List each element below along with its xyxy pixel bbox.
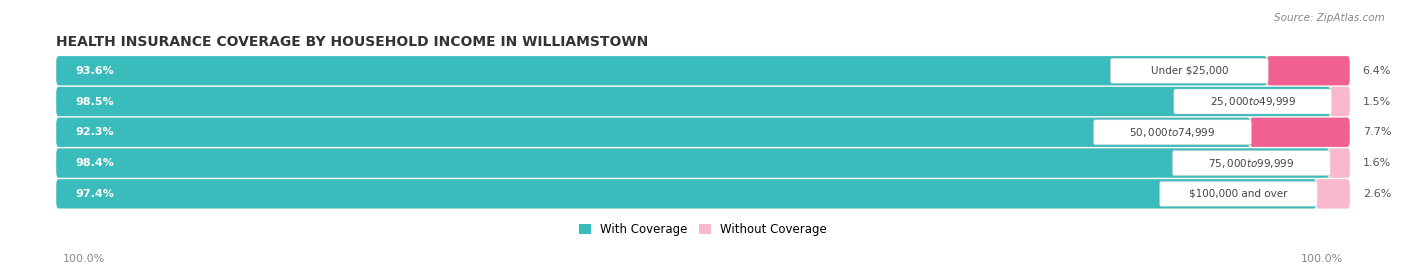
Text: 2.6%: 2.6% [1362,189,1391,199]
FancyBboxPatch shape [1250,118,1350,147]
FancyBboxPatch shape [56,56,1267,85]
FancyBboxPatch shape [1330,87,1350,116]
Text: 100.0%: 100.0% [63,254,105,264]
FancyBboxPatch shape [56,55,1350,86]
FancyBboxPatch shape [1160,181,1317,206]
FancyBboxPatch shape [56,148,1350,178]
Text: HEALTH INSURANCE COVERAGE BY HOUSEHOLD INCOME IN WILLIAMSTOWN: HEALTH INSURANCE COVERAGE BY HOUSEHOLD I… [56,35,648,49]
FancyBboxPatch shape [56,86,1350,117]
Text: 98.4%: 98.4% [76,158,114,168]
FancyBboxPatch shape [1316,179,1350,208]
Text: $25,000 to $49,999: $25,000 to $49,999 [1209,95,1296,108]
Text: $75,000 to $99,999: $75,000 to $99,999 [1208,157,1295,169]
Text: 98.5%: 98.5% [76,97,114,107]
FancyBboxPatch shape [1111,58,1268,83]
FancyBboxPatch shape [1173,151,1330,175]
Text: 97.4%: 97.4% [76,189,114,199]
Text: $50,000 to $74,999: $50,000 to $74,999 [1129,126,1216,139]
FancyBboxPatch shape [56,87,1330,116]
Text: Under $25,000: Under $25,000 [1150,66,1227,76]
Text: 100.0%: 100.0% [1301,254,1343,264]
Text: 1.6%: 1.6% [1362,158,1391,168]
FancyBboxPatch shape [56,179,1316,208]
Text: 1.5%: 1.5% [1362,97,1391,107]
FancyBboxPatch shape [56,148,1329,178]
FancyBboxPatch shape [1174,89,1331,114]
Text: $100,000 and over: $100,000 and over [1189,189,1288,199]
Text: 7.7%: 7.7% [1362,127,1391,137]
FancyBboxPatch shape [56,117,1350,148]
Legend: With Coverage, Without Coverage: With Coverage, Without Coverage [574,218,832,240]
Text: 93.6%: 93.6% [76,66,114,76]
FancyBboxPatch shape [56,118,1250,147]
FancyBboxPatch shape [56,178,1350,209]
FancyBboxPatch shape [1267,56,1350,85]
Text: Source: ZipAtlas.com: Source: ZipAtlas.com [1274,13,1385,23]
FancyBboxPatch shape [1094,120,1251,145]
FancyBboxPatch shape [1329,148,1350,178]
Text: 6.4%: 6.4% [1362,66,1391,76]
Text: 92.3%: 92.3% [76,127,114,137]
